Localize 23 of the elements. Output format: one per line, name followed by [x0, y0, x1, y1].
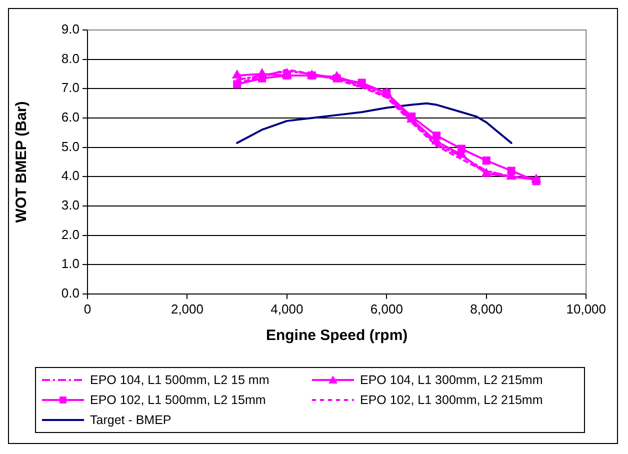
y-tick-label: 2.0	[61, 226, 80, 242]
legend-label: EPO 104, L1 500mm, L2 15 mm	[90, 373, 270, 387]
y-tick-label: 1.0	[61, 256, 80, 272]
y-tick-label: 0.0	[61, 286, 80, 301]
x-tick-label: 0	[84, 301, 92, 316]
y-tick-label: 5.0	[61, 138, 80, 154]
y-axis-title: WOT BMEP (Bar)	[13, 101, 30, 223]
legend-label: Target - BMEP	[90, 413, 172, 427]
legend-label: EPO 102, L1 300mm, L2 215mm	[360, 393, 543, 407]
x-tick-label: 6,000	[370, 301, 403, 316]
x-tick-label: 4,000	[270, 301, 304, 316]
legend-label: EPO 104, L1 300mm, L2 215mm	[360, 373, 543, 387]
x-tick-label: 8,000	[470, 301, 503, 316]
y-tick-label: 8.0	[61, 50, 80, 66]
x-tick-label: 10,000	[566, 301, 606, 316]
y-tick-label: 9.0	[61, 22, 80, 37]
y-tick-label: 6.0	[61, 110, 80, 125]
y-tick-label: 3.0	[61, 198, 80, 213]
legend-label: EPO 102, L1 500mm, L2 15mm	[90, 393, 266, 407]
x-tick-label: 2,000	[170, 301, 204, 316]
x-axis-title: Engine Speed (rpm)	[266, 327, 408, 344]
y-tick-label: 4.0	[61, 168, 80, 184]
y-tick-label: 7.0	[61, 80, 80, 96]
